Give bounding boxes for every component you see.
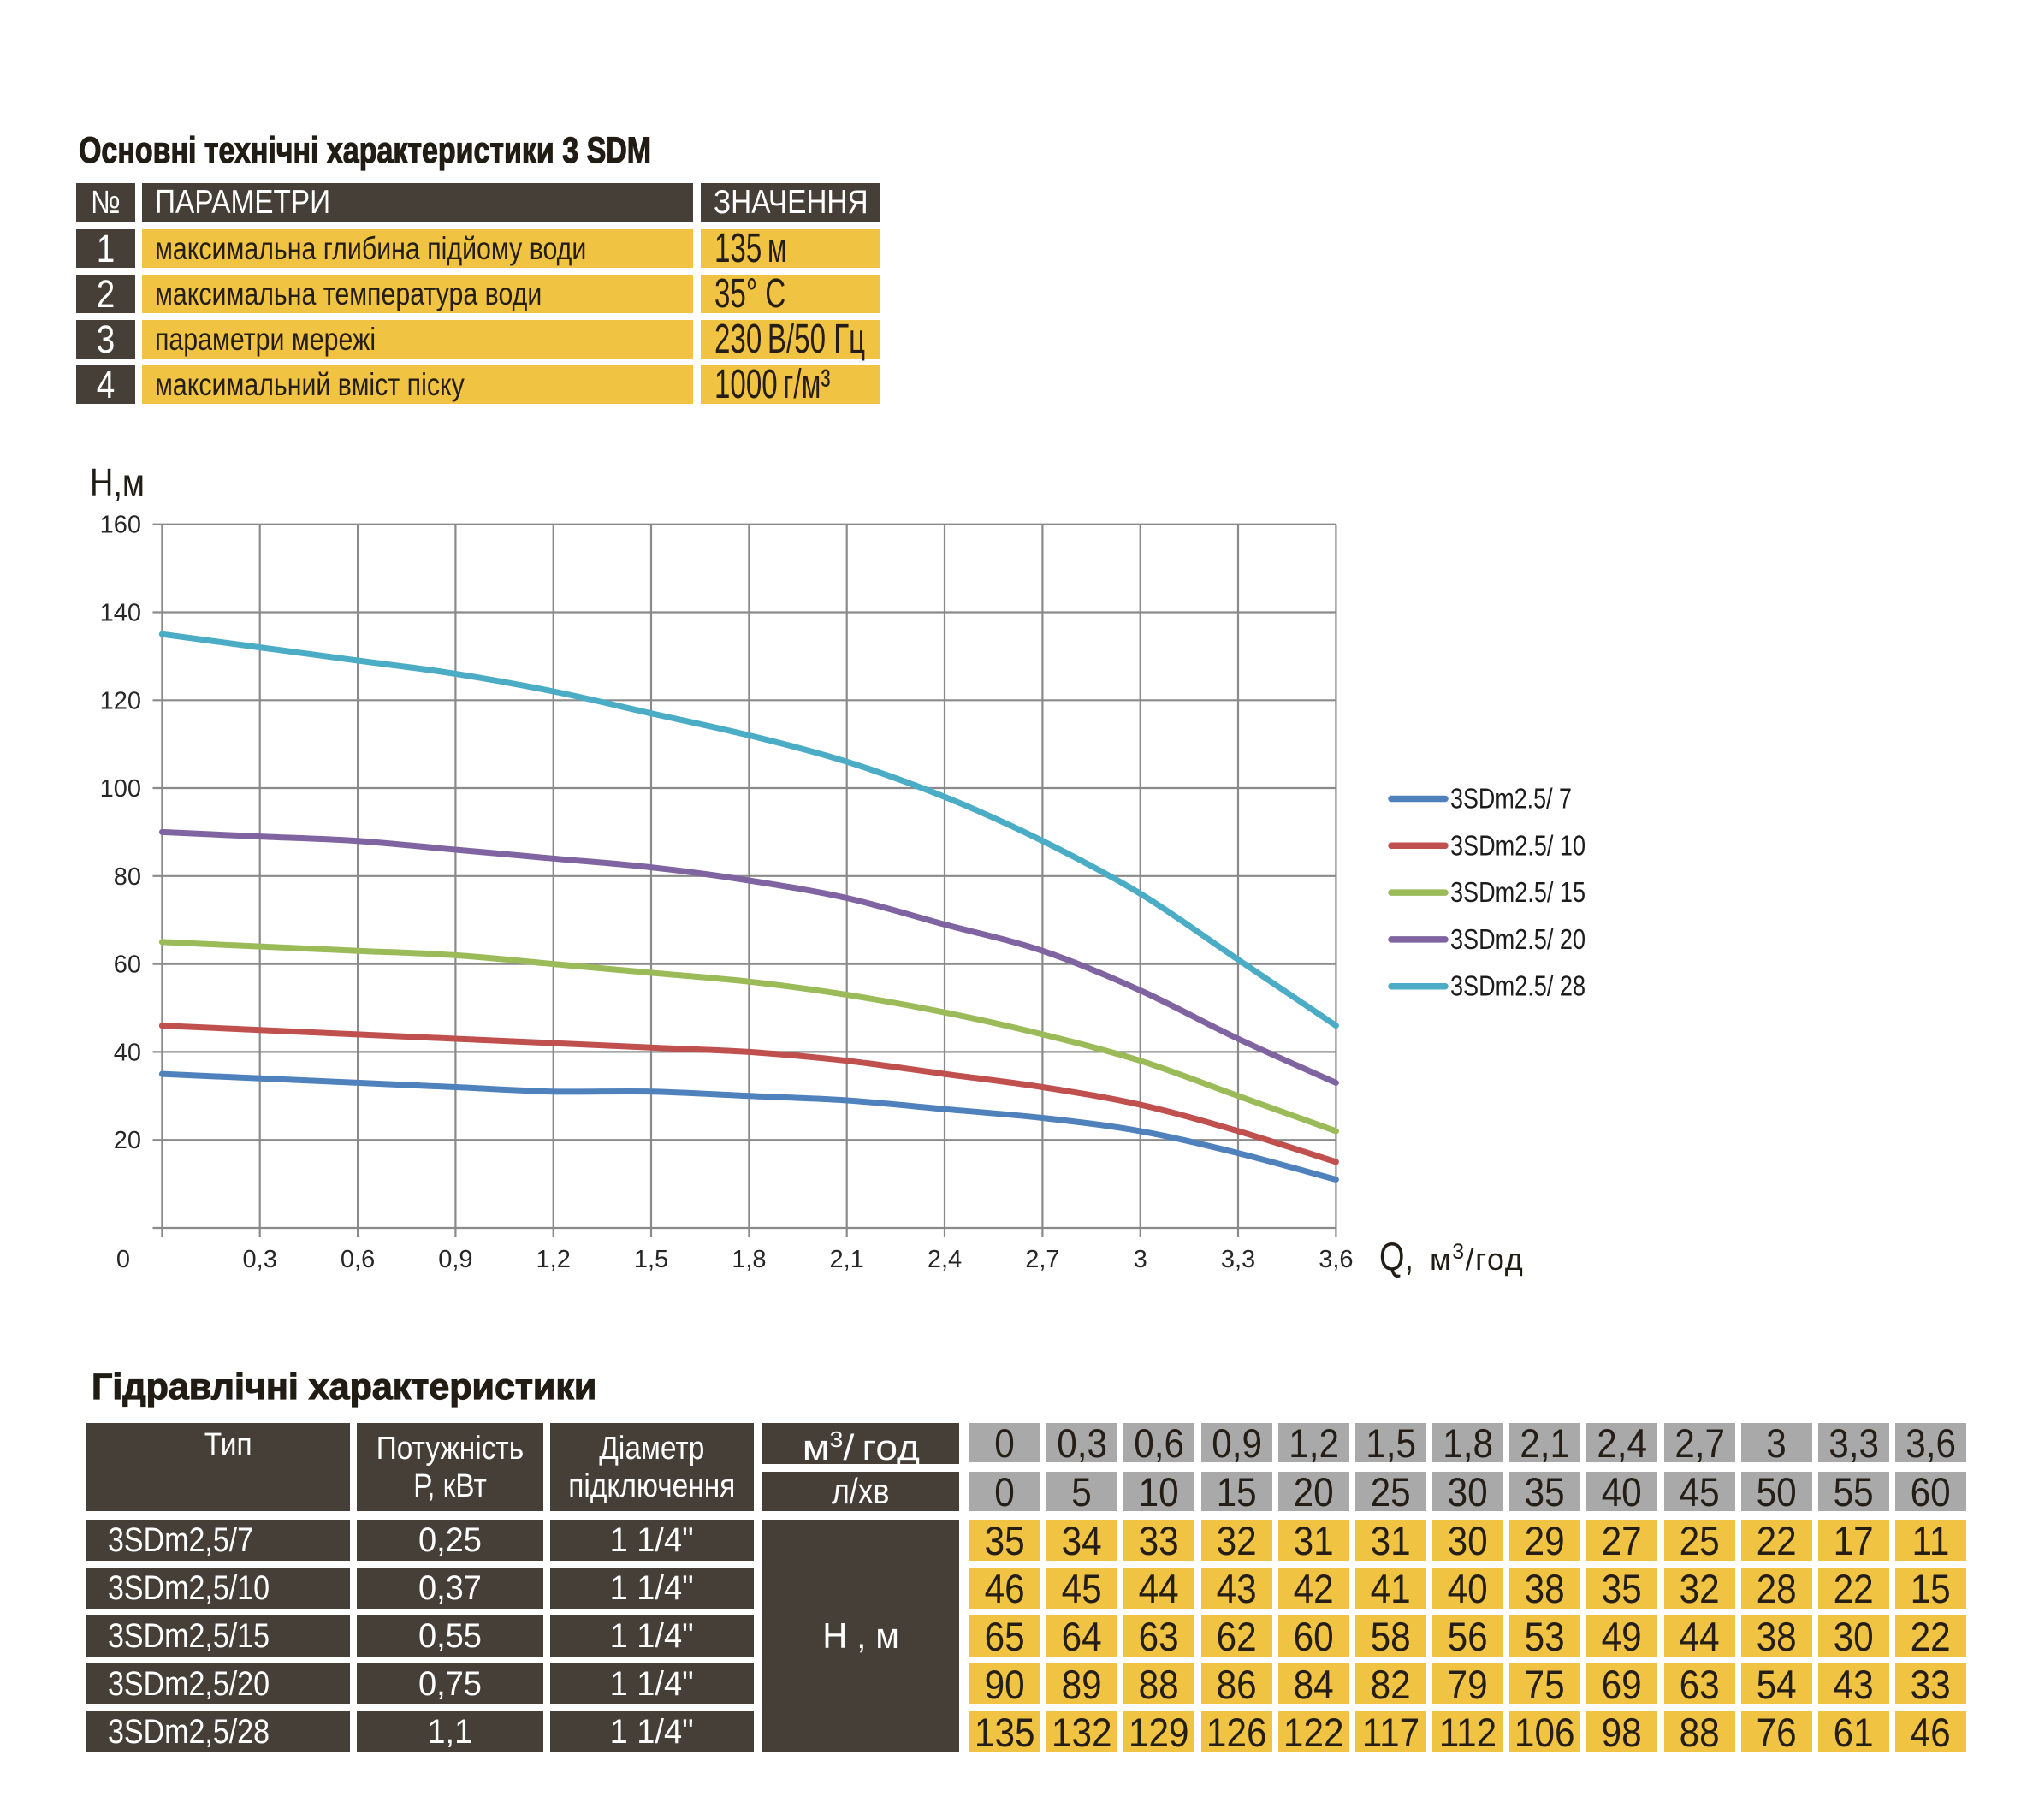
- svg-text:м3/год: м3/год: [1430, 1240, 1524, 1277]
- svg-text:2,1: 2,1: [830, 1246, 864, 1273]
- svg-text:140: 140: [100, 600, 141, 627]
- svg-text:2,4: 2,4: [928, 1246, 962, 1273]
- svg-text:160: 160: [100, 512, 141, 539]
- svg-text:0,9: 0,9: [438, 1246, 472, 1273]
- svg-text:3SDm2.5/ 7: 3SDm2.5/ 7: [1450, 783, 1572, 815]
- svg-text:100: 100: [100, 775, 141, 803]
- svg-text:120: 120: [100, 687, 141, 714]
- svg-text:0,6: 0,6: [341, 1246, 375, 1273]
- svg-text:1,5: 1,5: [634, 1246, 668, 1273]
- svg-text:40: 40: [114, 1039, 141, 1066]
- svg-text:0: 0: [116, 1246, 130, 1273]
- svg-text:3SDm2.5/ 28: 3SDm2.5/ 28: [1450, 970, 1585, 1002]
- svg-text:3SDm2.5/ 15: 3SDm2.5/ 15: [1450, 876, 1585, 908]
- svg-text:1,8: 1,8: [732, 1246, 766, 1273]
- svg-text:80: 80: [114, 863, 141, 891]
- svg-text:3,3: 3,3: [1221, 1246, 1255, 1273]
- svg-text:1,2: 1,2: [536, 1246, 571, 1273]
- svg-text:3: 3: [1134, 1246, 1147, 1273]
- svg-text:2,7: 2,7: [1025, 1246, 1059, 1273]
- svg-text:Q,: Q,: [1379, 1234, 1414, 1278]
- svg-text:3,6: 3,6: [1319, 1246, 1353, 1273]
- svg-text:0,3: 0,3: [243, 1246, 277, 1273]
- svg-text:20: 20: [114, 1127, 141, 1154]
- svg-text:3SDm2.5/ 20: 3SDm2.5/ 20: [1450, 923, 1585, 955]
- svg-text:3SDm2.5/ 10: 3SDm2.5/ 10: [1450, 829, 1585, 861]
- svg-text:H,м: H,м: [90, 460, 145, 505]
- svg-text:60: 60: [114, 951, 141, 979]
